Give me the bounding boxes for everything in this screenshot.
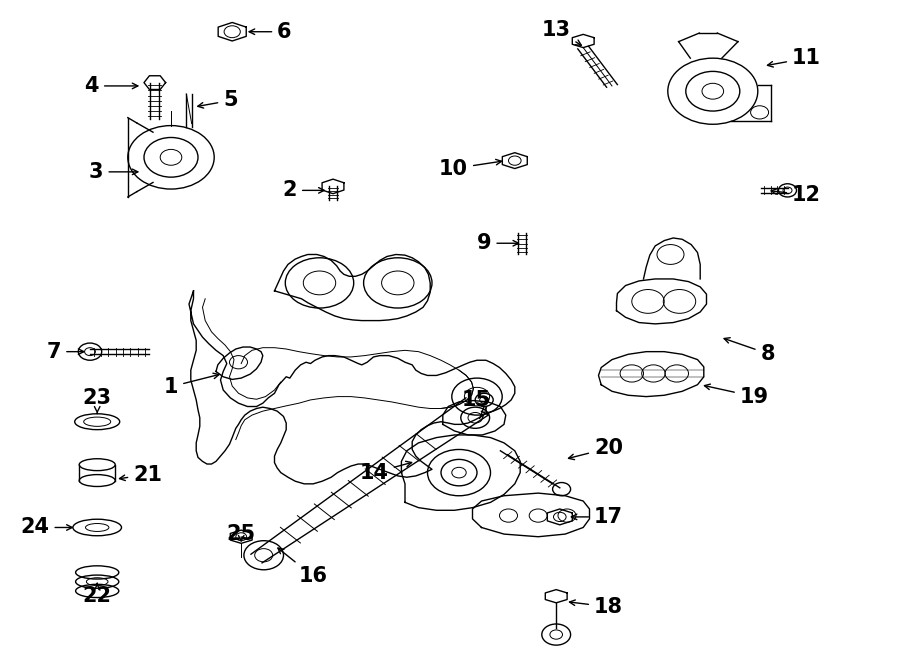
Text: 4: 4 — [85, 76, 138, 96]
Text: 11: 11 — [768, 48, 821, 68]
Text: 15: 15 — [462, 390, 490, 415]
Text: 9: 9 — [477, 233, 518, 253]
Text: 16: 16 — [278, 548, 328, 586]
Text: 2: 2 — [283, 180, 324, 200]
Text: 20: 20 — [569, 438, 623, 459]
Text: 23: 23 — [83, 388, 112, 414]
Text: 21: 21 — [120, 465, 162, 485]
Text: 3: 3 — [89, 162, 138, 182]
Text: 14: 14 — [360, 461, 411, 483]
Text: 17: 17 — [572, 507, 623, 527]
Text: 12: 12 — [771, 185, 821, 205]
Text: 24: 24 — [21, 518, 72, 537]
Text: 18: 18 — [570, 597, 623, 617]
Text: 1: 1 — [164, 373, 219, 397]
Text: 7: 7 — [47, 342, 84, 362]
Text: 8: 8 — [724, 338, 775, 364]
Text: 10: 10 — [439, 159, 501, 178]
Text: 19: 19 — [705, 384, 769, 407]
Text: 25: 25 — [227, 524, 256, 544]
Text: 22: 22 — [83, 584, 112, 606]
Text: 13: 13 — [542, 20, 581, 46]
Text: 6: 6 — [249, 22, 292, 42]
Text: 5: 5 — [198, 91, 238, 110]
